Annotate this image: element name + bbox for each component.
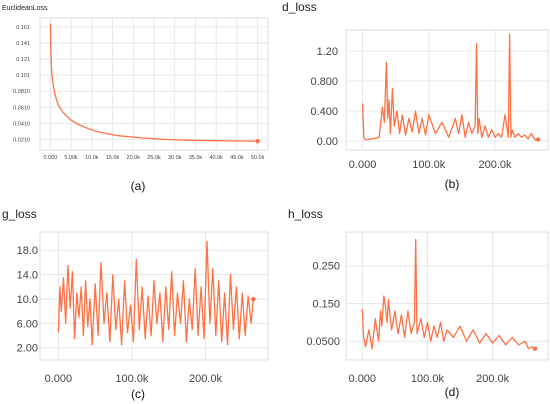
y-tick-label: 0.101 [16,73,30,79]
x-tick-label: 5.00k [64,155,78,161]
y-tick-label: 0.141 [16,41,30,47]
x-tick-label: 30.0k [168,155,182,161]
chart-title: h_loss [288,207,323,221]
panel-caption: (a) [131,179,146,193]
x-tick-label: 50.0k [251,155,265,161]
series-end-point [535,137,541,142]
x-tick-label: 20.0k [127,155,141,161]
chart-d-loss: d_loss 1.20 0.800 0.400 0.00 0.000 100.0k 200.0… [282,0,549,191]
panel-caption: (b) [445,177,460,191]
y-tick-label: 2.00 [17,343,38,355]
chart-h-loss: h_loss 0.250 0.150 0.0500 0.000 100.0k 200.0k (… [288,207,549,399]
series-line [49,23,258,142]
x-tick-label: 0.000 [349,373,377,385]
chart-title: g_loss [2,207,37,221]
y-tick-label: 0.0810 [13,89,30,95]
plot-frame [39,17,269,151]
y-tick-label: 0.0610 [13,105,30,111]
chart-euclidean-loss: EuclideanLoss 0.161 0.141 0.121 0.101 0.0810 0… [2,5,269,193]
chart-g-loss: g_loss 18.0 14.0 10.0 6.00 2.00 0.000 100.0k 200… [2,207,269,401]
series-end-point [532,346,538,351]
y-tick-label: 0.0500 [306,336,340,348]
y-tick-label: 0.150 [312,298,340,310]
x-tick-label: 10.0k [85,155,99,161]
panel-caption: (d) [445,385,460,399]
y-tick-label: 0.400 [310,106,338,118]
y-tick-label: 0.0210 [13,137,30,143]
x-tick-label: 25.0k [147,155,161,161]
x-tick-label: 100.0k [412,159,446,171]
y-tick-label: 0.121 [16,57,30,63]
series-line [361,33,539,141]
y-tick-label: 0.250 [312,261,340,273]
plot-frame [39,231,269,361]
series-end-point [255,138,260,144]
series-line [361,238,536,350]
plot-frame [345,231,549,361]
series-line [57,240,254,346]
y-tick-label: 14.0 [17,270,38,282]
y-tick-label: 18.0 [17,245,38,257]
chart-title: EuclideanLoss [2,5,48,12]
panel-caption: (c) [131,387,145,401]
x-tick-label: 45.0k [230,155,244,161]
x-tick-label: 100.0k [115,373,149,385]
x-tick-label: 0.000 [45,373,73,385]
x-tick-label: 100.0k [411,373,445,385]
y-tick-label: 0.800 [310,76,338,88]
y-tick-label: 0.00 [317,136,338,148]
x-tick-label: 15.0k [106,155,120,161]
series-end-point [251,296,256,302]
x-tick-label: 200.0k [479,159,513,171]
x-tick-label: 35.0k [189,155,203,161]
y-tick-label: 0.161 [16,25,30,31]
x-tick-label: 40.0k [209,155,223,161]
x-tick-label: 0.000 [43,155,57,161]
plot-frame [345,29,549,151]
y-tick-label: 0.0410 [13,121,30,127]
y-tick-label: 6.00 [17,318,38,330]
x-tick-label: 200.0k [189,373,223,385]
chart-title: d_loss [282,0,317,14]
x-tick-label: 0.000 [349,159,377,171]
y-tick-label: 10.0 [17,294,38,306]
y-tick-label: 1.20 [317,46,338,58]
x-tick-label: 200.0k [476,373,510,385]
